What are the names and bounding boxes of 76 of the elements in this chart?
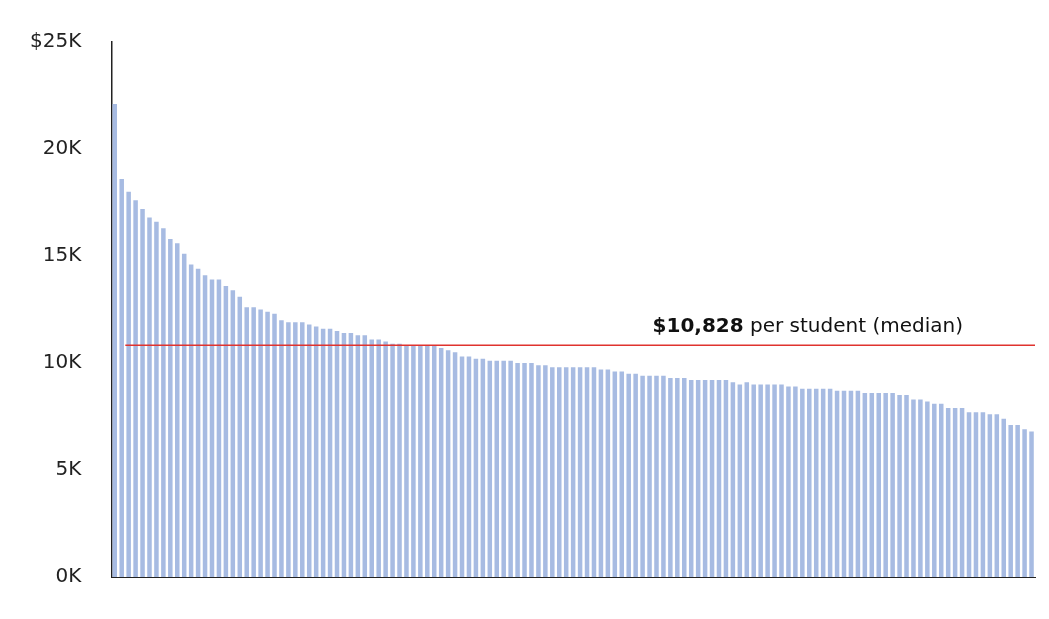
bar (675, 377, 680, 577)
bar (411, 345, 416, 577)
y-tick-label: 20K (42, 135, 83, 160)
bar (501, 360, 506, 577)
bar (918, 399, 923, 577)
y-tick-label: 15K (42, 242, 83, 267)
bar (383, 341, 388, 577)
bar (119, 178, 124, 577)
y-tick-label: $25K (29, 28, 83, 53)
bar (133, 200, 138, 577)
bar (1022, 429, 1027, 577)
bar (390, 343, 395, 577)
bar (293, 322, 298, 577)
y-tick-label: 10K (42, 349, 83, 374)
bar (168, 238, 173, 577)
bar (793, 386, 798, 577)
bar (279, 320, 284, 577)
bar (765, 384, 770, 577)
bar (626, 373, 631, 577)
bar (682, 377, 687, 577)
bar (418, 345, 423, 577)
bar (175, 243, 180, 577)
bar (661, 375, 666, 577)
bar (557, 367, 562, 577)
bar (404, 345, 409, 577)
bar (800, 388, 805, 577)
bar (522, 363, 527, 577)
bar (550, 367, 555, 577)
bar (1015, 425, 1020, 577)
bar (758, 384, 763, 577)
bar (425, 345, 430, 577)
bar (369, 339, 374, 577)
bar (925, 401, 930, 577)
bar (772, 384, 777, 577)
bar (633, 373, 638, 577)
bar (1001, 418, 1006, 577)
bar (244, 307, 249, 577)
y-tick-label: 5K (55, 456, 83, 481)
bar (779, 384, 784, 577)
bar (508, 360, 513, 577)
bar (515, 363, 520, 577)
bar (640, 375, 645, 577)
bar (154, 221, 159, 577)
bar (647, 375, 652, 577)
bar (883, 392, 888, 577)
bar (876, 392, 881, 577)
bar (286, 322, 291, 577)
bar (807, 388, 812, 577)
bar (147, 217, 152, 577)
bar (1008, 425, 1013, 577)
bar (529, 363, 534, 577)
bar (904, 395, 909, 577)
bar (543, 365, 548, 577)
bar (932, 403, 937, 577)
bar (494, 360, 500, 577)
bar (536, 365, 541, 577)
bar (161, 228, 166, 577)
bar (140, 208, 145, 577)
bar (300, 322, 305, 577)
bar (786, 386, 791, 577)
bar (251, 307, 256, 577)
bar (911, 399, 916, 577)
bar (258, 309, 263, 577)
bar (1029, 431, 1034, 577)
ref-line-label: $10,828 per student (median) (652, 313, 963, 338)
bar (654, 375, 659, 577)
bar (668, 377, 673, 577)
y-tick-label: 0K (55, 563, 83, 588)
bar (376, 339, 381, 577)
bar (272, 313, 277, 577)
bar (751, 384, 756, 577)
bar (897, 395, 902, 577)
bar (126, 191, 131, 577)
bar (265, 311, 270, 577)
bar (890, 392, 895, 577)
bar (397, 343, 402, 577)
